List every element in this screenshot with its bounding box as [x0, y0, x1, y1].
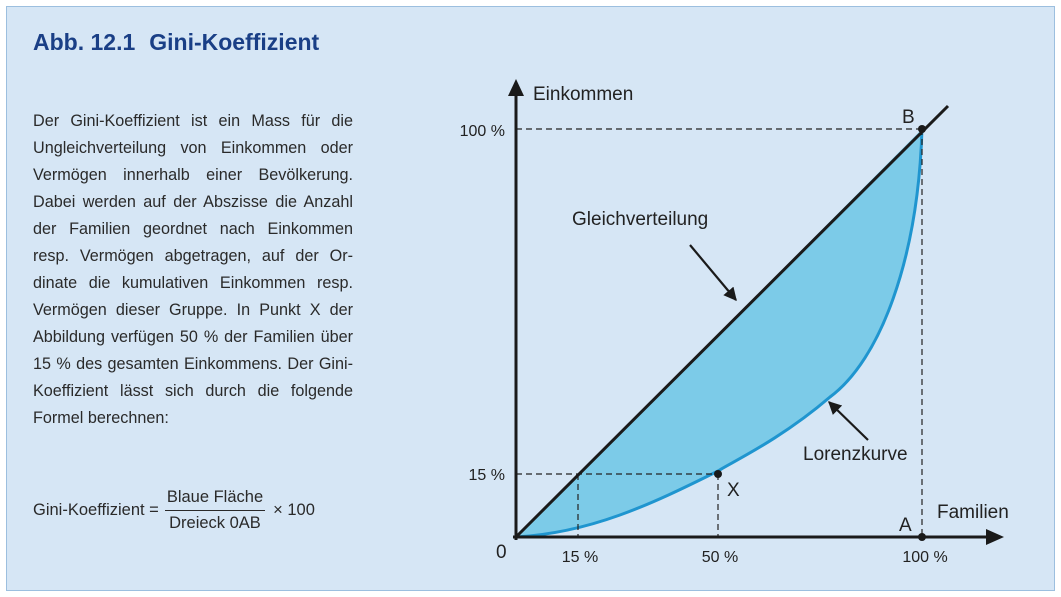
x-tick-50: 50 % [702, 549, 738, 566]
lorenz-pointer-arrow [828, 401, 869, 441]
label-a: A [899, 515, 912, 536]
equality-pointer-arrow [689, 244, 737, 302]
figure-number: Abb. 12.1 [33, 29, 136, 55]
lorenz-curve [515, 128, 924, 539]
formula-lhs: Gini-Koeffizient = [33, 501, 159, 519]
y-axis-label: Einkommen [533, 84, 633, 105]
figure-title-text: Gini-Koeffizient [149, 29, 320, 55]
label-x: X [727, 480, 740, 501]
x-axis-label: Familien [937, 502, 1009, 523]
equality-line [514, 104, 950, 539]
formula-denominator: Dreieck 0AB [169, 514, 261, 532]
formula-multiplier: × 100 [273, 501, 315, 519]
x-axis-arrow [986, 529, 1004, 545]
y-axis-arrow [508, 79, 524, 96]
figure-title: Abb. 12.1 Gini-Koeffizient [33, 29, 319, 56]
label-b: B [902, 107, 915, 128]
point-a [918, 533, 926, 541]
description-text: Der Gini-Koeffizient ist ein Mass für di… [33, 112, 353, 427]
lorenz-label: Lorenzkurve [803, 444, 908, 465]
point-b [918, 125, 926, 133]
x-tick-15: 15 % [562, 549, 598, 566]
y-tick-15: 15 % [469, 467, 505, 484]
formula-numerator: Blaue Fläche [164, 488, 266, 511]
formula-fraction: Blaue Fläche Dreieck 0AB [164, 488, 266, 533]
point-x [714, 470, 722, 478]
gini-formula: Gini-Koeffizient = Blaue Fläche Dreieck … [33, 488, 319, 533]
equality-label: Gleichverteilung [572, 209, 708, 230]
x-tick-100: 100 % [902, 549, 947, 566]
guide-lines [516, 128, 923, 537]
origin-label: 0 [496, 542, 507, 563]
y-tick-100: 100 % [460, 123, 505, 140]
